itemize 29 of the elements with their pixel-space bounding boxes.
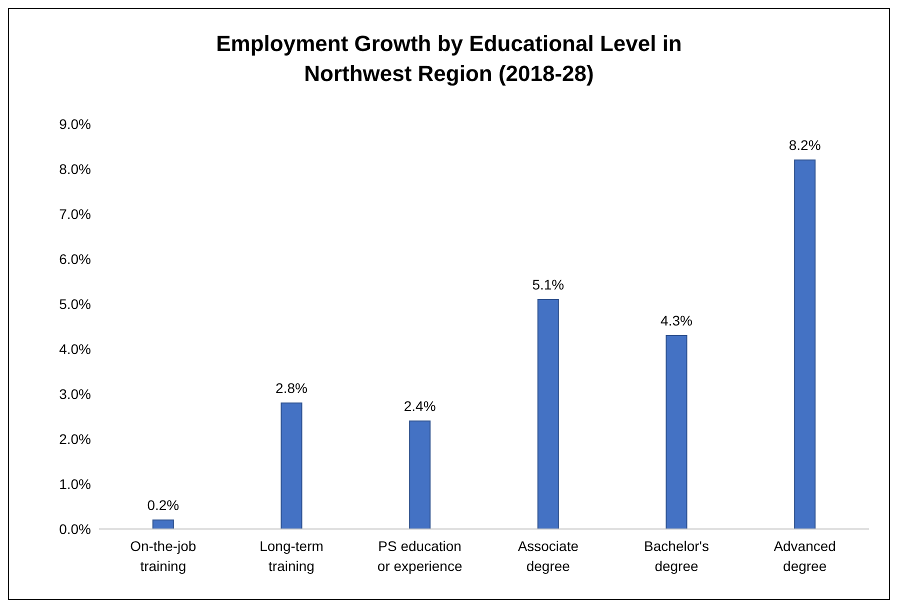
data-label: 2.8% <box>276 380 308 396</box>
x-tick-label: On-the-job training <box>130 538 196 574</box>
x-tick-label: Bachelor's degree <box>644 538 709 574</box>
x-tick-label: PS education or experience <box>377 538 462 574</box>
x-tick-label: Advanced degree <box>774 538 836 574</box>
data-label: 4.3% <box>660 312 692 328</box>
data-label: 0.2% <box>147 497 180 513</box>
y-tick-label: 5.0% <box>59 296 91 312</box>
y-tick-label: 1.0% <box>59 476 91 492</box>
y-tick-label: 2.0% <box>59 430 91 447</box>
data-label: 5.1% <box>532 276 564 292</box>
x-tick-label: Associate degree <box>518 538 579 574</box>
bar <box>409 420 431 529</box>
data-label: 2.4% <box>404 398 436 414</box>
bar <box>666 335 688 529</box>
y-tick-label: 7.0% <box>59 206 91 222</box>
bar <box>794 160 816 529</box>
data-label: 8.2% <box>788 137 821 153</box>
y-tick-label: 9.0% <box>59 116 91 132</box>
y-tick-label: 6.0% <box>59 250 91 267</box>
y-tick-label: 3.0% <box>59 386 91 402</box>
y-tick-label: 0.0% <box>59 520 91 537</box>
y-tick-label: 4.0% <box>59 340 91 357</box>
x-tick-label: Long-term training <box>260 538 324 574</box>
bar <box>537 299 559 529</box>
bar <box>280 402 302 529</box>
bar <box>152 520 174 529</box>
y-tick-label: 8.0% <box>59 160 91 177</box>
chart-title: Employment Growth by Educational Level in Northwest Region (2018-28) <box>215 30 683 88</box>
